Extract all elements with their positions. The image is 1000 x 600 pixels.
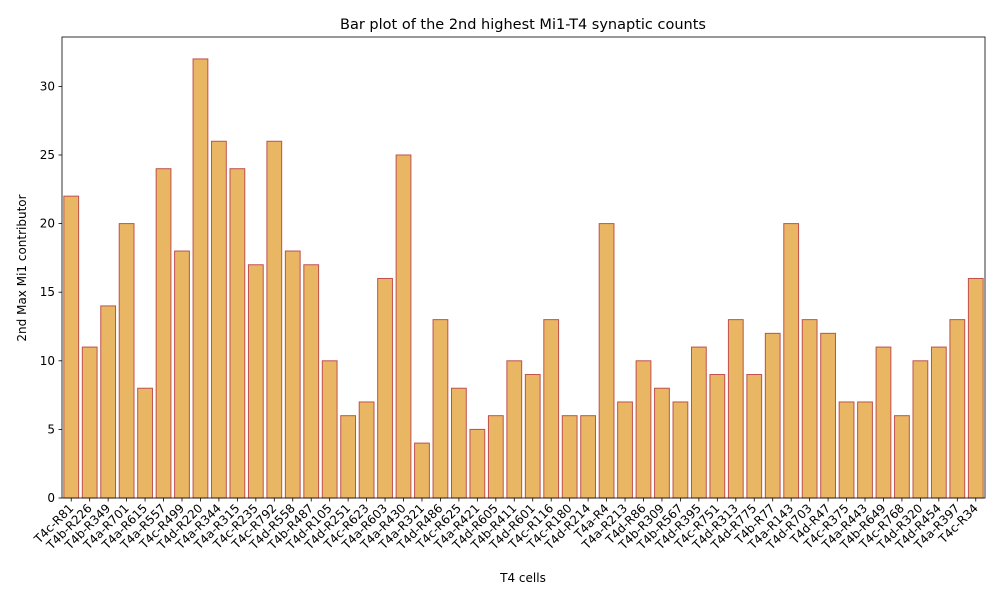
bar-T4d-R486 [432, 319, 449, 499]
bar-T4c-R625 [451, 387, 467, 499]
bar-T4a-R344 [211, 140, 227, 499]
bar-T4a-R615 [137, 387, 153, 499]
bar-T4d-R105 [321, 360, 338, 499]
bar-T4b-R411 [506, 360, 523, 499]
y-tick-label: 5 [47, 422, 55, 436]
bar-T4a-R421 [469, 428, 486, 499]
bar-T4c-R768 [894, 415, 910, 499]
bar-T4c-R34 [967, 277, 984, 499]
bar-T4a-R143 [783, 223, 800, 499]
plot-frame [61, 36, 986, 499]
bar-T4c-R81 [63, 195, 80, 499]
bar-T4c-R792 [266, 140, 283, 499]
y-tick-label: 30 [40, 79, 55, 93]
bar-T4d-R395 [690, 346, 707, 499]
bar-T4b-R226 [81, 346, 98, 499]
bar-T4a-R315 [229, 168, 246, 499]
bar-T4d-R86 [635, 360, 652, 499]
bar-T4d-R454 [930, 346, 947, 499]
bar-T4d-R313 [727, 319, 744, 499]
bar-T4b-R77 [764, 332, 781, 499]
bar-T4d-R251 [340, 415, 357, 499]
bar-T4b-R567 [672, 401, 689, 499]
bar-T4b-R649 [875, 346, 892, 499]
y-axis-title: 2nd Max Mi1 contributor [15, 194, 29, 341]
bar-T4c-R623 [358, 401, 375, 499]
bar-T4b-R487 [303, 264, 320, 499]
bar-T4d-R605 [487, 415, 504, 499]
bar-T4a-R443 [857, 401, 873, 499]
bar-T4b-R309 [654, 387, 670, 499]
bar-T4d-R601 [524, 374, 541, 499]
bar-T4c-R235 [247, 264, 264, 499]
bar-T4c-R499 [174, 250, 190, 499]
bar-T4a-R603 [377, 277, 393, 499]
bar-T4a-R4 [598, 223, 615, 499]
bar-T4a-R321 [414, 442, 430, 499]
bar-T4d-R320 [912, 360, 929, 499]
bar-T4c-R116 [543, 319, 560, 499]
bar-T4d-R47 [820, 332, 836, 499]
chart-title: Bar plot of the 2nd highest Mi1-T4 synap… [340, 17, 706, 33]
bar-T4d-R703 [801, 319, 818, 499]
bar-T4d-R214 [580, 415, 596, 499]
bar-T4c-R751 [709, 374, 726, 499]
bar-T4d-R775 [746, 374, 763, 499]
bar-T4a-R557 [155, 168, 172, 499]
bar-T4a-R397 [949, 319, 966, 499]
y-tick-label: 25 [40, 148, 55, 162]
bar-T4c-R375 [838, 401, 855, 499]
y-tick-label: 15 [40, 285, 55, 299]
bar-T4c-R180 [561, 415, 578, 499]
x-axis-title: T4 cells [499, 571, 546, 585]
bar-T4a-R430 [395, 154, 412, 499]
bar-T4b-R349 [100, 305, 117, 499]
y-tick-label: 0 [47, 491, 55, 505]
y-tick-label: 10 [40, 354, 55, 368]
y-tick-label: 20 [40, 217, 55, 231]
bar-T4d-R558 [284, 250, 301, 499]
bar-T4d-R220 [192, 58, 209, 499]
y-axis: 0 5 10 15 20 25 30 [40, 79, 62, 505]
bar-T4a-R701 [118, 223, 135, 499]
bar-T4a-R213 [617, 401, 633, 499]
